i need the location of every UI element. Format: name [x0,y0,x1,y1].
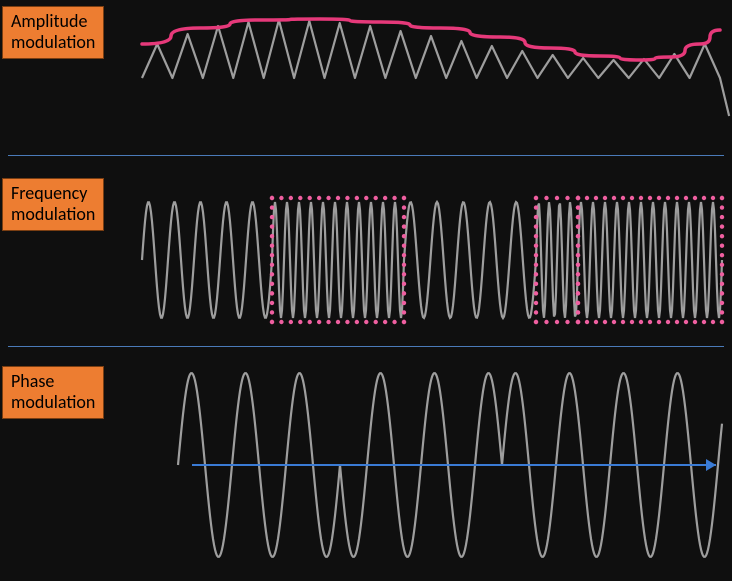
label-line: Phase [11,370,54,392]
label-line: modulation [11,203,95,225]
label-phase-modulation: Phase modulation [2,366,104,419]
label-line: modulation [11,31,95,53]
label-amplitude-modulation: Amplitude modulation [2,6,104,59]
label-line: modulation [11,391,95,413]
label-frequency-modulation: Frequency modulation [2,178,104,231]
label-line: Amplitude [11,10,87,32]
pm-wave-svg [0,0,732,581]
label-line: Frequency [11,182,87,204]
